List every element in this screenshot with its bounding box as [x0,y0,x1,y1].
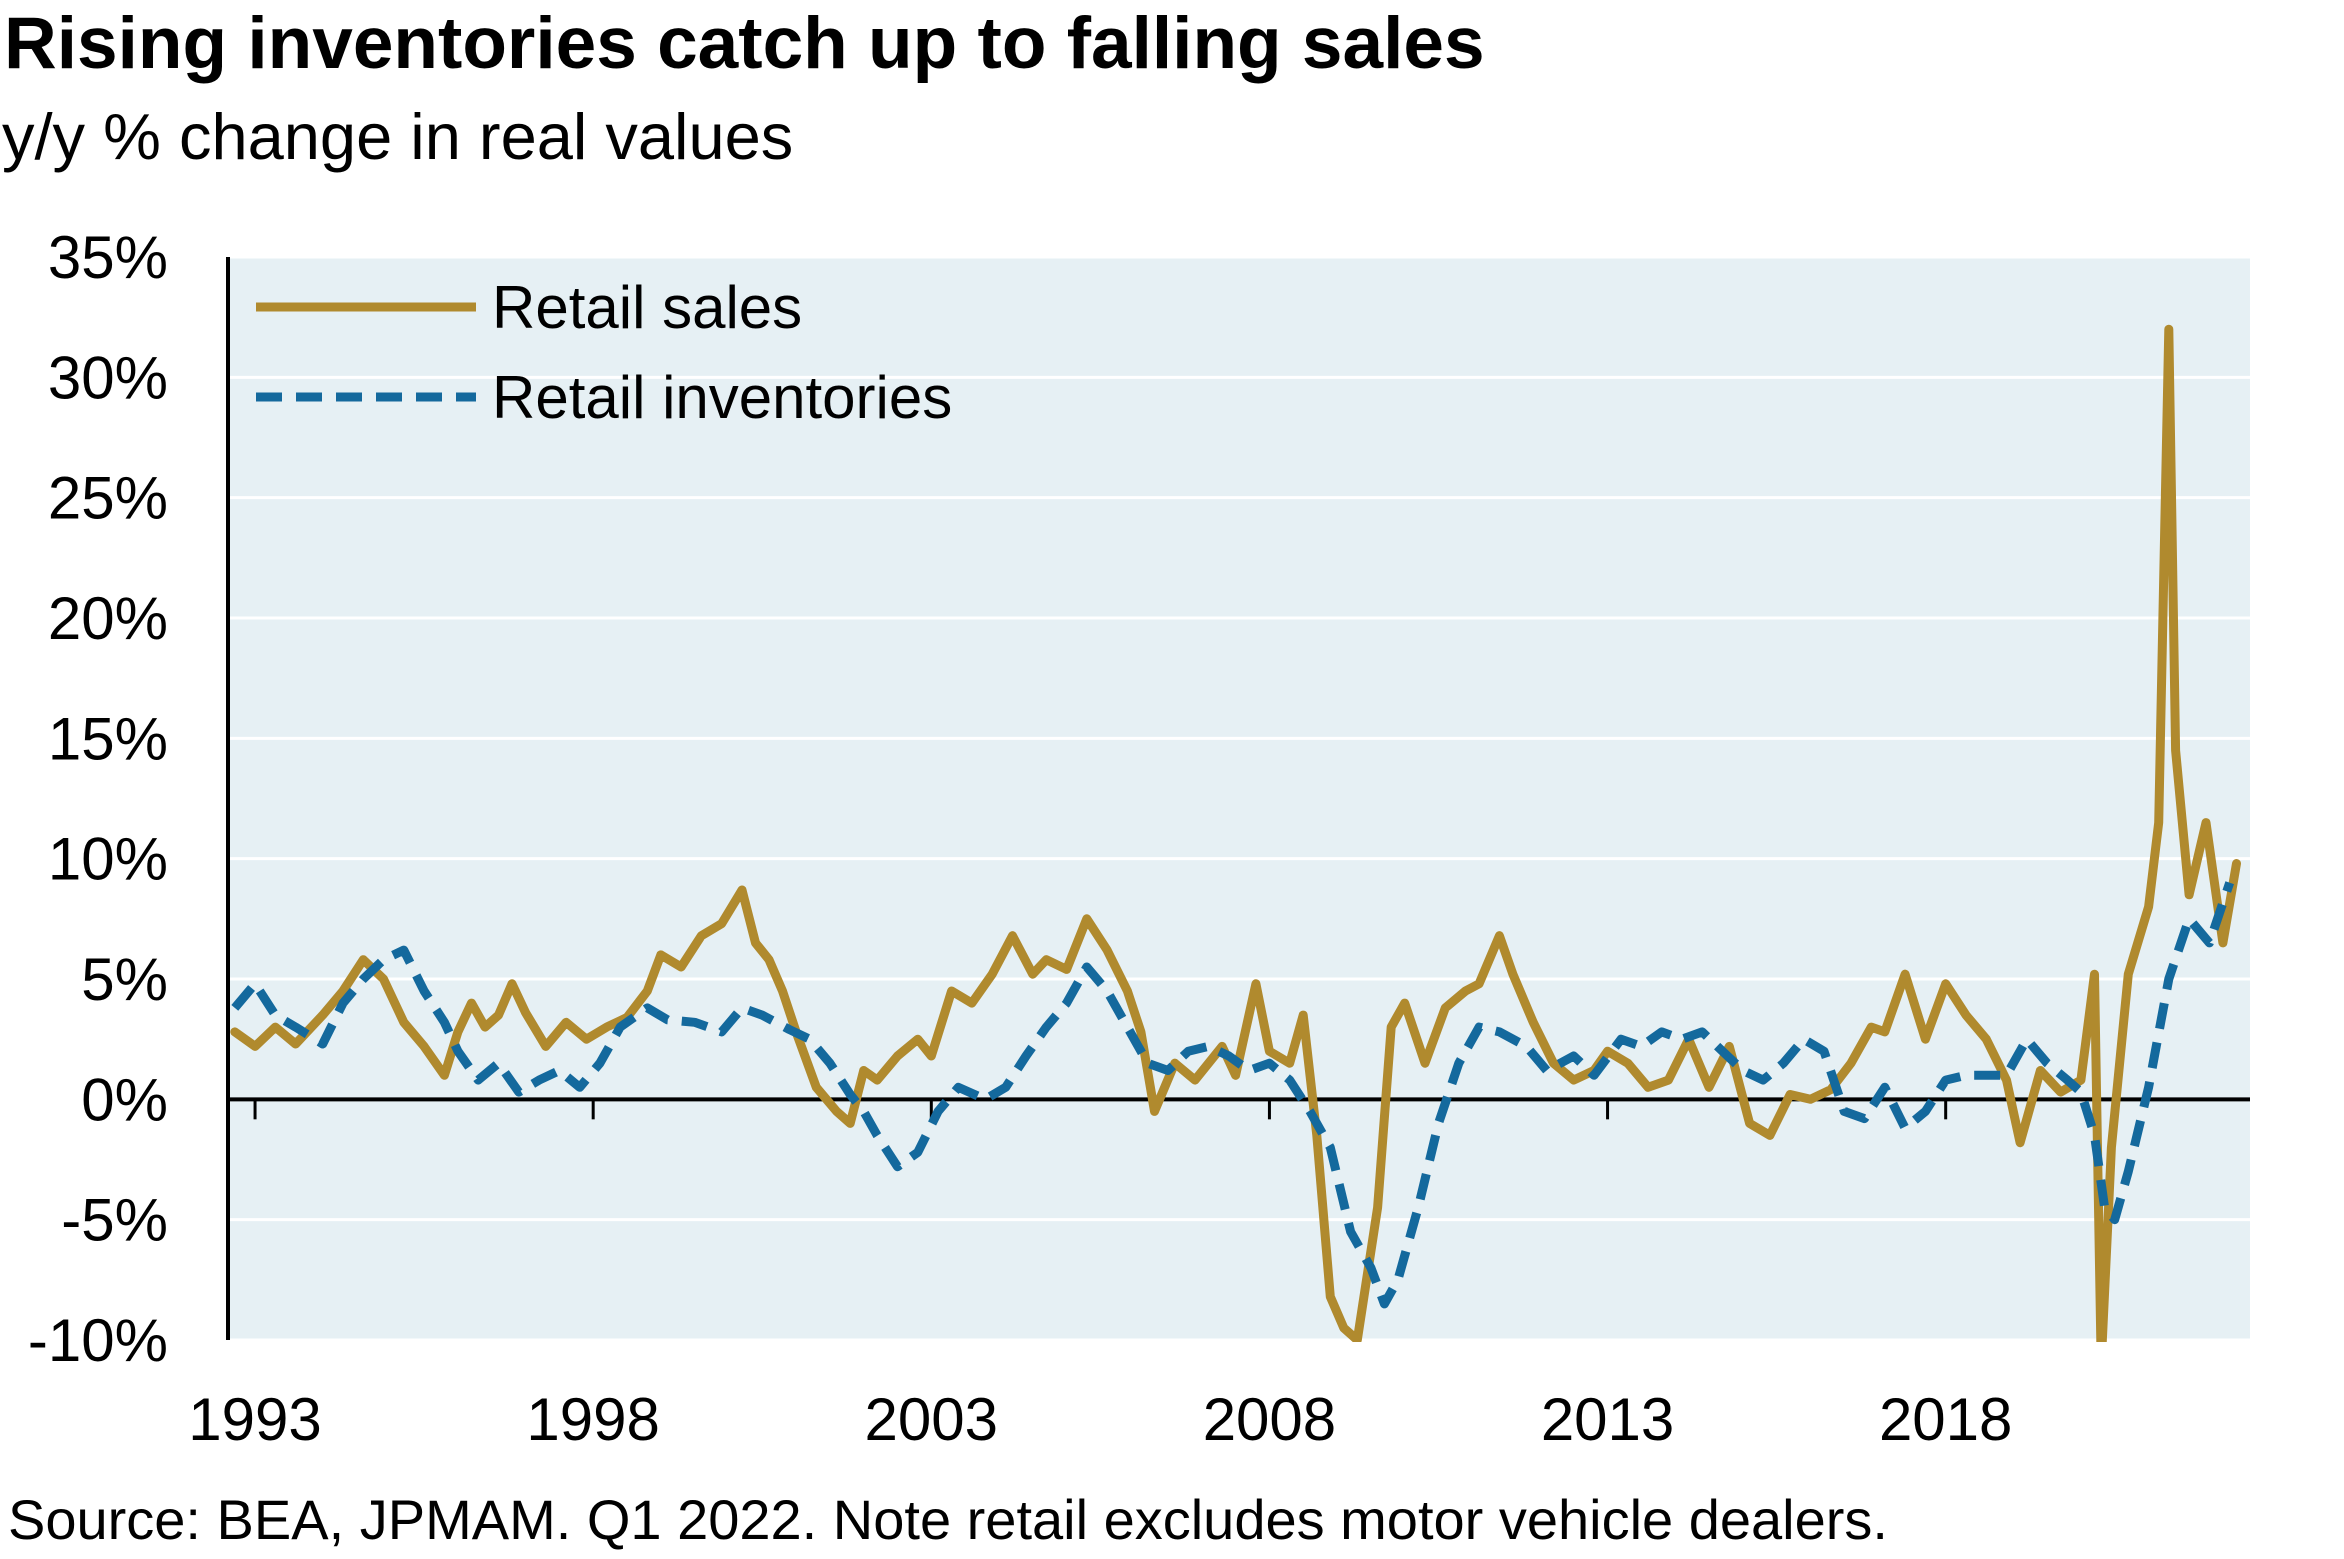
y-tick-label: 0% [81,1066,168,1133]
chart-title: Rising inventories catch up to falling s… [4,3,1485,84]
y-tick-label: 5% [81,946,168,1013]
y-tick-label: 10% [48,826,168,893]
y-tick-label: 15% [48,705,168,772]
chart-subtitle: y/y % change in real values [2,100,794,173]
x-tick-label: 2008 [1203,1386,1336,1453]
x-tick-label: 2013 [1541,1386,1674,1453]
y-tick-label: 35% [48,224,168,291]
x-tick-label: 1993 [188,1386,321,1453]
y-tick-label: 20% [48,585,168,652]
y-tick-label: 25% [48,465,168,532]
retail-inventories-line [231,881,2234,1309]
x-tick-label: 1998 [526,1386,659,1453]
source-note: Source: BEA, JPMAM. Q1 2022. Note retail… [8,1488,1888,1551]
x-tick-label: 2018 [1879,1386,2012,1453]
legend-label-sales: Retail sales [492,274,802,341]
legend-label-inventories: Retail inventories [492,364,952,431]
retail-sales-line [230,324,2241,1342]
y-tick-label: 30% [48,344,168,411]
plot-background [228,257,2250,1340]
legend: Retail sales Retail inventories [256,274,952,431]
line-chart: -10% -5% 0% 5% 10% 15% 20% 25% 30% 35% 1993 1998 20… [28,224,2250,1453]
y-axis-tick-labels: -10% -5% 0% 5% 10% 15% 20% 25% 30% 35% [28,224,168,1374]
y-tick-label: -10% [28,1307,168,1374]
y-tick-label: -5% [61,1187,168,1254]
x-tick-label: 2003 [865,1386,998,1453]
x-axis-tick-labels: 1993 1998 2003 2008 2013 2018 [188,1386,2012,1453]
gridlines [228,255,2250,1342]
series-lines [230,324,2241,1342]
